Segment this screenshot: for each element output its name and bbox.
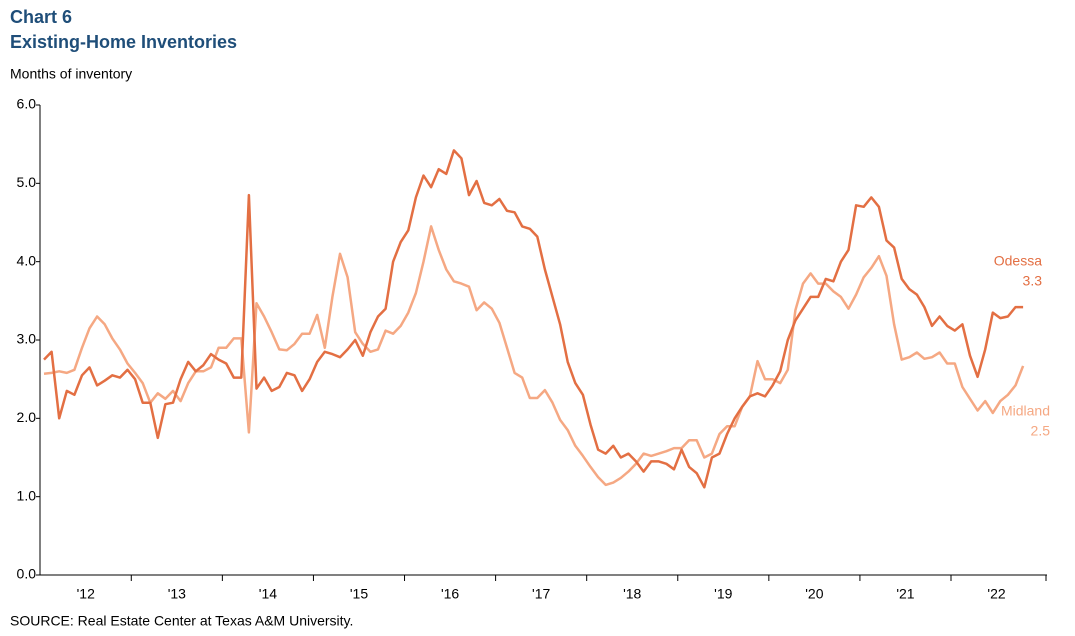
x-tick-label: '12 [77, 586, 95, 602]
chart-subtitle: Existing-Home Inventories [10, 32, 237, 52]
series-line [43, 225, 1025, 487]
x-tick-label: '13 [168, 586, 186, 602]
x-tick-label: '21 [896, 586, 914, 602]
source-note: SOURCE: Real Estate Center at Texas A&M … [10, 613, 353, 629]
y-tick-label: 5.0 [17, 174, 37, 190]
y-tick-label: 4.0 [17, 252, 37, 268]
series-end-label: 2.5 [1031, 423, 1051, 439]
y-axis-title: Months of inventory [10, 66, 132, 82]
series-line [43, 149, 1024, 489]
x-tick-label: '14 [259, 586, 277, 602]
y-tick-label: 6.0 [17, 96, 37, 112]
series-label: Odessa [994, 253, 1042, 269]
y-tick-label: 2.0 [17, 409, 37, 425]
x-tick-label: '15 [350, 586, 368, 602]
y-tick-label: 0.0 [17, 566, 37, 582]
x-tick-label: '17 [532, 586, 550, 602]
x-tick-label: '19 [714, 586, 732, 602]
x-tick-label: '16 [441, 586, 459, 602]
chart-title: Chart 6 [10, 7, 72, 27]
x-tick-label: '22 [987, 586, 1005, 602]
x-tick-label: '20 [805, 586, 823, 602]
x-tick-label: '18 [623, 586, 641, 602]
series-label: Midland [1001, 403, 1050, 419]
y-tick-label: 1.0 [17, 487, 37, 503]
y-tick-label: 3.0 [17, 331, 37, 347]
series-end-label: 3.3 [1023, 273, 1043, 289]
